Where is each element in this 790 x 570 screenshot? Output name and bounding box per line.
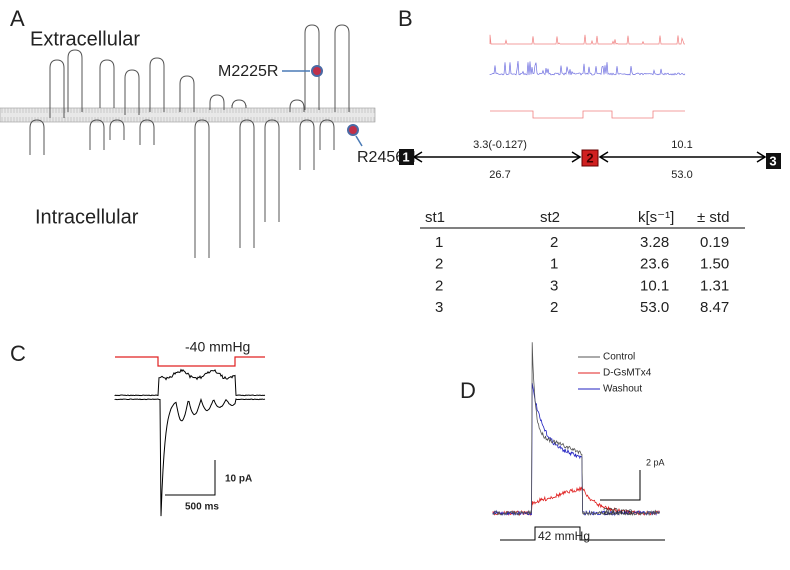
mutation-site xyxy=(311,65,323,77)
table-cell: 3 xyxy=(435,299,443,316)
arrow xyxy=(355,135,363,147)
table-header: st1 xyxy=(425,209,445,226)
rate-label: 3.3(-0.127) xyxy=(473,139,527,151)
scale-label: 10 pA xyxy=(225,474,252,485)
table-cell: 53.0 xyxy=(640,299,669,316)
loop xyxy=(231,99,247,109)
scale-label: 2 pA xyxy=(646,457,665,467)
table-cell: 1 xyxy=(435,234,443,251)
table-cell: 2 xyxy=(435,256,443,273)
rate-label: 26.7 xyxy=(489,169,510,181)
scale-bar xyxy=(600,470,641,501)
legend-label: D-GsMTx4 xyxy=(603,368,652,379)
legend-label: Washout xyxy=(603,384,642,395)
pressure-label: 42 mmHg xyxy=(538,529,590,543)
trace xyxy=(489,61,686,76)
scale-label: 200 ms xyxy=(603,506,633,516)
trace xyxy=(492,382,660,517)
panel-label: A xyxy=(10,6,25,31)
protein-topology xyxy=(29,24,350,258)
pressure-trace xyxy=(115,356,265,367)
table-cell: 8.47 xyxy=(700,299,729,316)
state-label: 1 xyxy=(402,149,409,164)
rate-table: st1 st2 k[s⁻¹] ± std 1 2 3.28 0.19 2 1 23.6 1.50 2 3 1… xyxy=(425,209,729,316)
table-cell: 2 xyxy=(550,234,558,251)
panel-label: C xyxy=(10,341,26,366)
trace xyxy=(492,342,660,517)
loop xyxy=(139,119,155,145)
table-header: ± std xyxy=(697,209,729,226)
state-box xyxy=(399,149,414,165)
table-cell: 1 xyxy=(550,256,558,273)
loop xyxy=(299,119,315,170)
loop xyxy=(109,119,125,140)
panel-label: B xyxy=(398,6,413,31)
loop xyxy=(304,24,320,110)
loop xyxy=(29,119,45,155)
state-label: 3 xyxy=(769,153,776,168)
legend: Control D-GsMTx4 Washout xyxy=(578,352,652,395)
loop xyxy=(289,99,305,112)
table-cell: 3.28 xyxy=(640,234,669,251)
legend-label: Control xyxy=(603,352,635,363)
idealized-trace xyxy=(490,110,685,119)
loop xyxy=(334,24,350,112)
table-cell: 2 xyxy=(550,299,558,316)
loop xyxy=(124,69,140,115)
trace xyxy=(492,486,660,517)
pressure-label: -40 mmHg xyxy=(185,339,250,355)
table-cell: 1.50 xyxy=(700,256,729,273)
table-cell: 0.19 xyxy=(700,234,729,251)
loop xyxy=(319,119,335,150)
table-header: st2 xyxy=(540,209,560,226)
rate-label: 53.0 xyxy=(671,169,692,181)
table-cell: 2 xyxy=(435,277,443,294)
trace xyxy=(114,397,266,517)
loop xyxy=(209,94,225,110)
table-cell: 3 xyxy=(550,277,558,294)
loop xyxy=(179,75,195,112)
rate-label: 10.1 xyxy=(671,139,692,151)
panel-label: D xyxy=(460,378,476,403)
mutation-site xyxy=(347,124,359,136)
state-label: 2 xyxy=(586,150,593,165)
loop xyxy=(89,119,105,150)
mutation-label: M2225R xyxy=(218,63,278,80)
trace xyxy=(489,34,685,46)
scale-label: 500 ms xyxy=(185,502,219,513)
loop xyxy=(49,59,65,118)
pressure-trace xyxy=(500,526,665,541)
table-header: k[s⁻¹] xyxy=(638,209,674,226)
table-cell: 10.1 xyxy=(640,277,669,294)
loop xyxy=(99,59,115,108)
trace xyxy=(114,368,266,397)
membrane xyxy=(0,107,376,123)
state-box xyxy=(766,153,781,169)
state-box xyxy=(581,149,599,167)
loop xyxy=(149,57,165,112)
loop xyxy=(239,119,255,248)
table-cell: 1.31 xyxy=(700,277,729,294)
scale-bar xyxy=(165,460,216,496)
table-cell: 23.6 xyxy=(640,256,669,273)
loop xyxy=(264,119,280,222)
extracellular-label: Extracellular xyxy=(30,28,140,50)
traces xyxy=(492,342,660,517)
loop xyxy=(194,119,210,258)
intracellular-label: Intracellular xyxy=(35,206,139,228)
loop xyxy=(67,49,83,112)
